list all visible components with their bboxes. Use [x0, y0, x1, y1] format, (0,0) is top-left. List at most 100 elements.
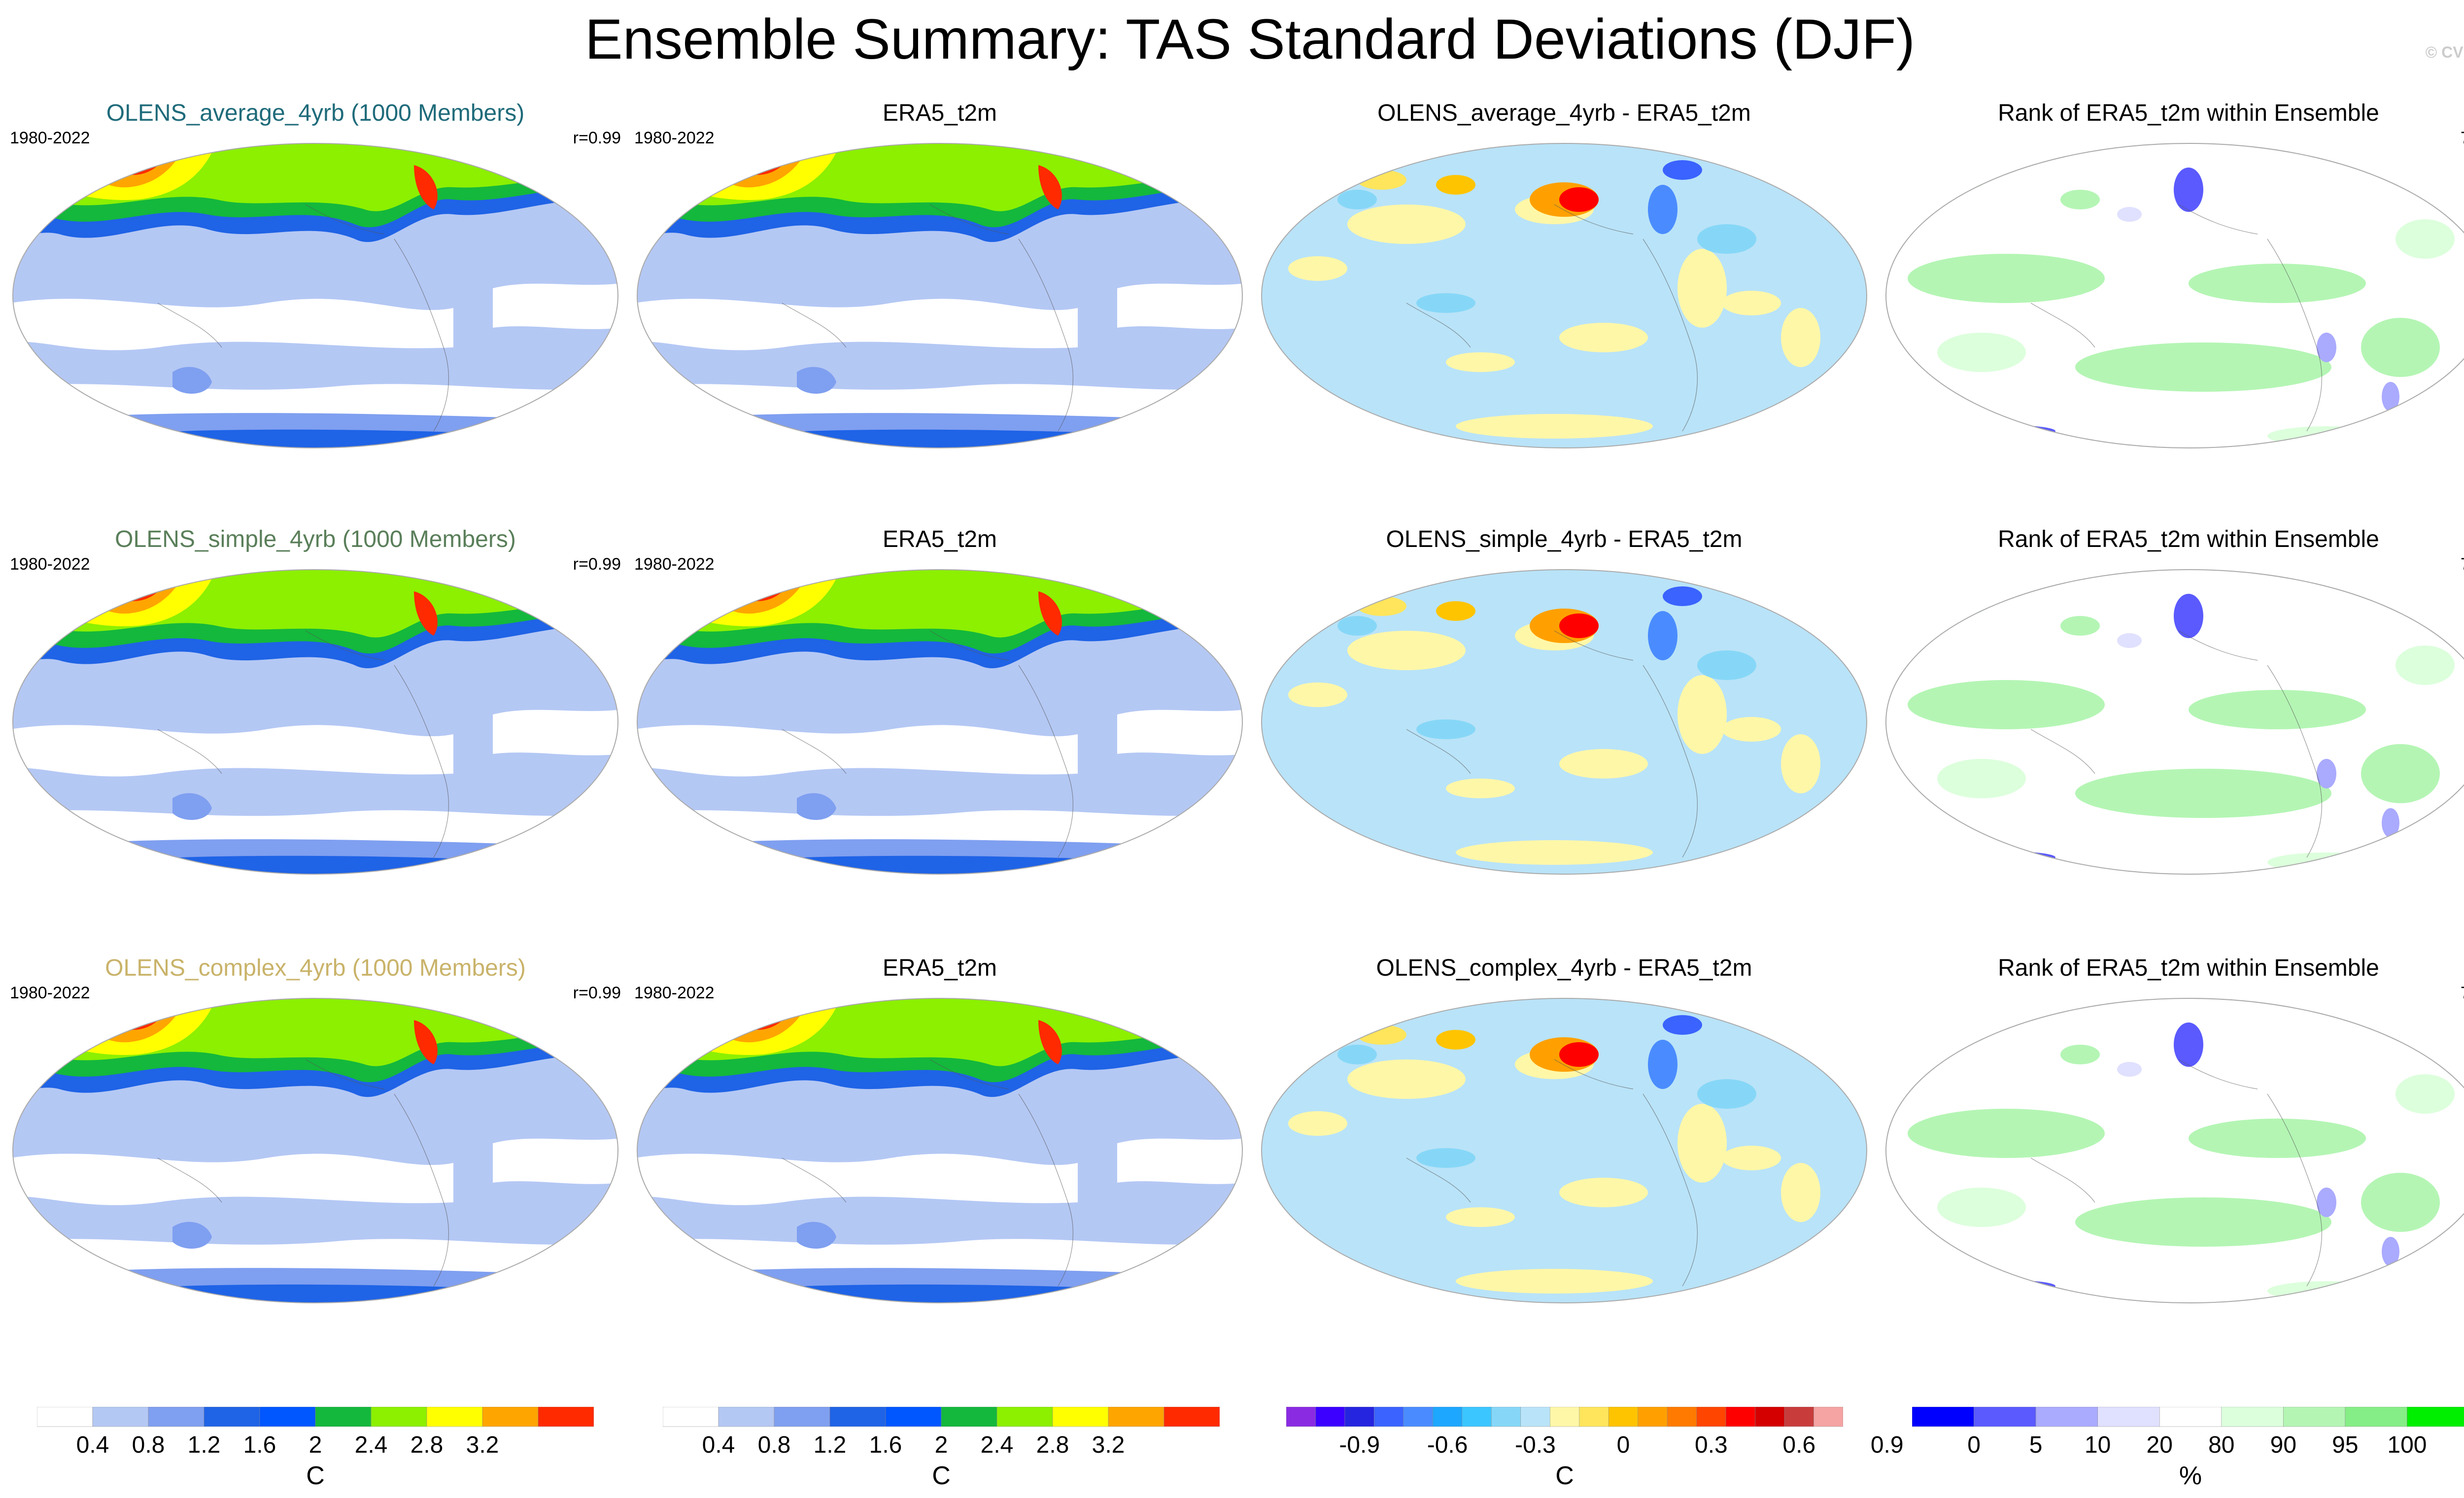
obs-years-label: 1980-2022	[634, 129, 715, 147]
correlation-label: r=0.99	[573, 129, 621, 147]
colorbar-swatch	[1315, 1407, 1345, 1427]
colorbar-std	[37, 1407, 594, 1427]
colorbar-tick-label: 2	[308, 1432, 322, 1458]
colorbar-swatch	[1520, 1407, 1550, 1427]
colorbar-tick-label: 0.8	[132, 1432, 165, 1458]
copyright-mark: © CVDP	[2425, 43, 2464, 61]
colorbar-tick-label: 0	[1616, 1432, 1630, 1458]
rank-map-panel	[1885, 569, 2464, 875]
colorbar-swatch	[885, 1407, 942, 1427]
ensemble-years-label: 1980-2022	[10, 129, 90, 147]
colorbar-swatch	[538, 1407, 594, 1427]
colorbar-swatch	[1755, 1407, 1785, 1427]
ensemble-years-label: 1980-2022	[10, 984, 90, 1002]
colorbar-swatch	[2097, 1407, 2160, 1427]
ens-map-panel	[12, 143, 618, 448]
colorbar-swatch	[941, 1407, 997, 1427]
colorbar-swatch	[482, 1407, 539, 1427]
colorbar-swatch	[1912, 1407, 1974, 1427]
diff-panel-title: OLENS_simple_4yrb - ERA5_t2m	[1386, 526, 1743, 552]
obs-years-label: 1980-2022	[634, 555, 715, 574]
colorbar-swatch	[2345, 1407, 2407, 1427]
rank-percent-label: 75%	[2346, 983, 2464, 1003]
rank-map-panel	[1885, 143, 2464, 448]
colorbar-tick-label: 20	[2146, 1432, 2173, 1458]
colorbar-tick-label: -0.3	[1515, 1432, 1556, 1458]
rank-map-panel	[1885, 998, 2464, 1303]
colorbar-tick-label: 1.2	[813, 1432, 847, 1458]
colorbar-tick-label: 1.6	[869, 1432, 902, 1458]
diff-map-panel	[1261, 569, 1867, 875]
colorbar-swatch	[92, 1407, 149, 1427]
colorbar-tick-label: 2.8	[410, 1432, 444, 1458]
colorbar-tick-label: 2.4	[354, 1432, 388, 1458]
colorbar-swatch	[1052, 1407, 1109, 1427]
colorbar-swatch	[315, 1407, 372, 1427]
colorbar-tick-label: 1.2	[187, 1432, 221, 1458]
obs-panel-title: ERA5_t2m	[882, 100, 997, 126]
colorbar-swatch	[2159, 1407, 2222, 1427]
colorbar-tick-label: 2.8	[1036, 1432, 1069, 1458]
colorbar-std	[663, 1407, 1220, 1427]
colorbar-swatch	[1696, 1407, 1726, 1427]
rank-percent-label: 75%	[2346, 554, 2464, 574]
colorbar-tick-label: 10	[2084, 1432, 2111, 1458]
rank-panel-title: Rank of ERA5_t2m within Ensemble	[1998, 955, 2379, 981]
obs-panel-title: ERA5_t2m	[882, 526, 997, 552]
diff-map-panel	[1261, 998, 1867, 1303]
ens-map-panel	[12, 998, 618, 1303]
colorbar-swatch	[2407, 1407, 2464, 1427]
colorbar-swatch	[2221, 1407, 2284, 1427]
colorbar-tick-label: 100	[2387, 1432, 2427, 1458]
colorbar-tick-label: 1.6	[243, 1432, 276, 1458]
correlation-label: r=0.99	[573, 984, 621, 1002]
colorbar-swatch	[1638, 1407, 1668, 1427]
obs-years-label: 1980-2022	[634, 984, 715, 1002]
colorbar-rank	[1912, 1407, 2464, 1427]
colorbar-swatch	[829, 1407, 886, 1427]
colorbar-swatch	[1433, 1407, 1463, 1427]
ensemble-years-label: 1980-2022	[10, 555, 90, 574]
obs-panel-title: ERA5_t2m	[882, 955, 997, 981]
colorbar-swatch	[2035, 1407, 2098, 1427]
colorbar-tick-label: 95	[2332, 1432, 2359, 1458]
colorbar-unit-label: %	[2179, 1462, 2202, 1490]
rank-panel-title: Rank of ERA5_t2m within Ensemble	[1998, 100, 2379, 126]
ens-map-panel	[12, 569, 618, 875]
colorbar-swatch	[718, 1407, 775, 1427]
colorbar-tick-label: -0.6	[1427, 1432, 1468, 1458]
colorbar-tick-label: 3.2	[466, 1432, 499, 1458]
colorbar-swatch	[259, 1407, 316, 1427]
colorbar-swatch	[148, 1407, 205, 1427]
colorbar-tick-label: 90	[2270, 1432, 2297, 1458]
colorbar-tick-label: 0.9	[1870, 1432, 1904, 1458]
obs-map-panel	[637, 998, 1243, 1303]
colorbar-tick-label: 0.3	[1694, 1432, 1728, 1458]
colorbar-swatch	[996, 1407, 1053, 1427]
colorbar-swatch	[1286, 1407, 1316, 1427]
colorbar-swatch	[1608, 1407, 1638, 1427]
colorbar-tick-label: 80	[2208, 1432, 2235, 1458]
colorbar-tick-label: -0.9	[1339, 1432, 1380, 1458]
colorbar-swatch	[1974, 1407, 2036, 1427]
colorbar-swatch	[204, 1407, 260, 1427]
colorbar-swatch	[1550, 1407, 1579, 1427]
colorbar-unit-label: C	[1555, 1462, 1574, 1490]
colorbar-swatch	[1667, 1407, 1697, 1427]
diff-panel-title: OLENS_average_4yrb - ERA5_t2m	[1377, 100, 1751, 126]
colorbar-tick-label: 0.8	[757, 1432, 791, 1458]
colorbar-swatch	[774, 1407, 830, 1427]
diff-map-panel	[1261, 143, 1867, 448]
colorbar-tick-label: 0.4	[702, 1432, 735, 1458]
colorbar-tick-label: 0.6	[1782, 1432, 1816, 1458]
colorbar-swatch	[1108, 1407, 1164, 1427]
obs-map-panel	[637, 569, 1243, 875]
colorbar-swatch	[1344, 1407, 1374, 1427]
colorbar-swatch	[37, 1407, 93, 1427]
colorbar-tick-label: 2	[934, 1432, 948, 1458]
colorbar-swatch	[1164, 1407, 1220, 1427]
colorbar-swatch	[1462, 1407, 1492, 1427]
colorbar-swatch	[1491, 1407, 1521, 1427]
colorbar-tick-label: 2.4	[980, 1432, 1014, 1458]
